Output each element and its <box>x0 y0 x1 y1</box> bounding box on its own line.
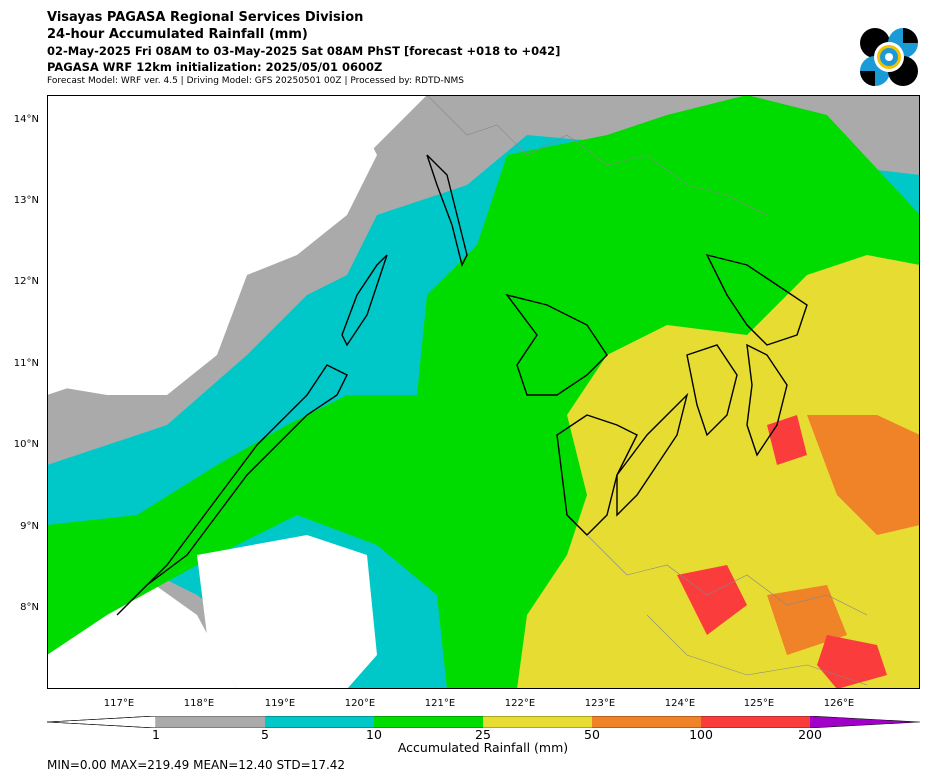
rainfall-region-yellow <box>517 255 920 689</box>
lon-label: 123°E <box>584 698 616 709</box>
rainfall-region-red-2 <box>677 565 747 635</box>
coastlines <box>116 154 808 616</box>
lon-label: 122°E <box>504 698 536 709</box>
lat-label: 14°N <box>13 114 39 125</box>
colorbar-tick: 50 <box>584 727 600 742</box>
rainfall-region-red-4 <box>817 635 887 689</box>
colorbar <box>47 716 920 728</box>
lon-label: 124°E <box>664 698 696 709</box>
colorbar-tick: 10 <box>366 727 382 742</box>
colorbar-segment-6 <box>701 716 810 728</box>
colorbar-tick: 100 <box>689 727 713 742</box>
colorbar-segment-3 <box>374 716 483 728</box>
title: Visayas PAGASA Regional Services Divisio… <box>47 10 364 25</box>
lon-label: 117°E <box>103 698 135 709</box>
lat-label: 12°N <box>13 276 39 287</box>
rainfall-region-red-1 <box>767 415 807 465</box>
colorbar-tick: 5 <box>261 727 269 742</box>
colorbar-segment-7 <box>810 716 920 728</box>
lon-label: 120°E <box>344 698 376 709</box>
lon-label: 126°E <box>823 698 855 709</box>
colorbar-tick: 1 <box>152 727 160 742</box>
colorbar-label: Accumulated Rainfall (mm) <box>397 740 569 755</box>
statistics: MIN=0.00 MAX=219.49 MEAN=12.40 STD=17.42 <box>47 758 346 772</box>
lon-label: 119°E <box>264 698 296 709</box>
model-info: Forecast Model: WRF ver. 4.5 | Driving M… <box>47 76 464 86</box>
colorbar-segment-4 <box>483 716 592 728</box>
product-title: 24-hour Accumulated Rainfall (mm) <box>47 27 308 42</box>
lat-label: 8°N <box>20 602 39 613</box>
lon-label: 121°E <box>424 698 456 709</box>
lon-label: 125°E <box>743 698 775 709</box>
rainfall-region-white <box>47 95 377 395</box>
rainfall-map <box>47 95 920 689</box>
lat-label: 13°N <box>13 195 39 206</box>
lon-label: 118°E <box>183 698 215 709</box>
pagasa-seal-icon <box>860 28 918 86</box>
valid-period: 02-May-2025 Fri 08AM to 03-May-2025 Sat … <box>47 44 561 58</box>
rainfall-region-white-2 <box>197 535 377 689</box>
colorbar-tick: 25 <box>475 727 491 742</box>
lat-label: 9°N <box>20 521 39 532</box>
colorbar-segment-1 <box>156 716 265 728</box>
lat-label: 10°N <box>13 439 39 450</box>
rainfall-region-orange <box>807 415 920 535</box>
colorbar-segment-2 <box>265 716 374 728</box>
lat-label: 11°N <box>13 358 39 369</box>
province-boundaries <box>426 95 868 686</box>
initialization-info: PAGASA WRF 12km initialization: 2025/05/… <box>47 60 383 74</box>
colorbar-segment-5 <box>592 716 701 728</box>
colorbar-tick: 200 <box>798 727 822 742</box>
